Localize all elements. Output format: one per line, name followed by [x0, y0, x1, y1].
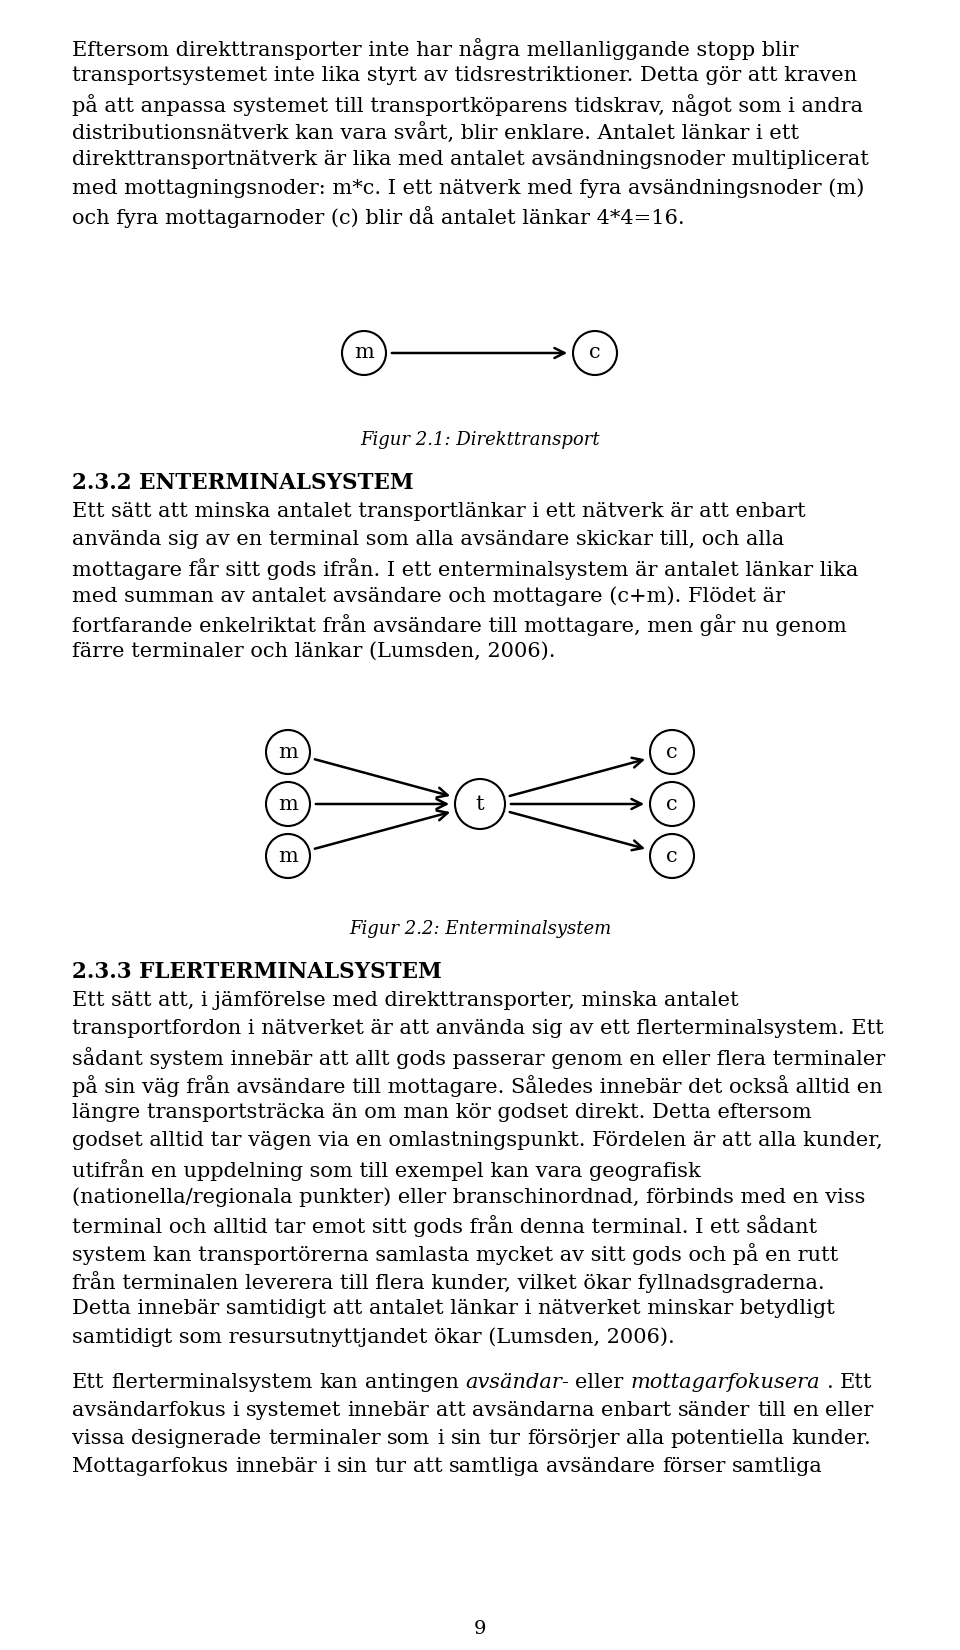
Text: alla: alla	[626, 1429, 664, 1449]
Text: direkttransportnätverk är lika med antalet avsändningsnoder multiplicerat: direkttransportnätverk är lika med antal…	[72, 150, 869, 168]
Text: potentiella: potentiella	[671, 1429, 784, 1449]
Text: eller: eller	[826, 1401, 874, 1421]
Text: Ett: Ett	[840, 1373, 873, 1393]
Text: innebär: innebär	[235, 1457, 317, 1477]
Text: m: m	[278, 846, 298, 866]
Text: transportsystemet inte lika styrt av tidsrestriktioner. Detta gör att kraven: transportsystemet inte lika styrt av tid…	[72, 66, 857, 86]
Text: systemet: systemet	[246, 1401, 341, 1421]
Text: designerade: designerade	[132, 1429, 261, 1449]
Text: 2.3.3 FLERTERMINALSYSTEM: 2.3.3 FLERTERMINALSYSTEM	[72, 960, 442, 983]
Text: sin: sin	[450, 1429, 482, 1449]
Text: i: i	[324, 1457, 330, 1477]
Text: på sin väg från avsändare till mottagare. Således innebär det också alltid en: på sin väg från avsändare till mottagare…	[72, 1076, 882, 1097]
Text: samtliga: samtliga	[732, 1457, 823, 1477]
Text: mottagare får sitt gods ifrån. I ett enterminalsystem är antalet länkar lika: mottagare får sitt gods ifrån. I ett ent…	[72, 558, 858, 581]
Text: terminal och alltid tar emot sitt gods från denna terminal. I ett sådant: terminal och alltid tar emot sitt gods f…	[72, 1214, 817, 1238]
Text: m: m	[278, 795, 298, 813]
Text: Figur 2.1: Direkttransport: Figur 2.1: Direkttransport	[360, 431, 600, 449]
Text: samtliga: samtliga	[449, 1457, 540, 1477]
Text: Ett sätt att, i jämförelse med direkttransporter, minska antalet: Ett sätt att, i jämförelse med direkttra…	[72, 992, 738, 1010]
Text: c: c	[666, 795, 678, 813]
Text: vissa: vissa	[72, 1429, 125, 1449]
Text: i: i	[232, 1401, 239, 1421]
Text: mottagarfokusera: mottagarfokusera	[631, 1373, 820, 1393]
Text: Mottagarfokus: Mottagarfokus	[72, 1457, 228, 1477]
Text: och fyra mottagarnoder (c) blir då antalet länkar 4*4=16.: och fyra mottagarnoder (c) blir då antal…	[72, 206, 684, 228]
Text: tur: tur	[488, 1429, 520, 1449]
Text: 2.3.2 ENTERMINALSYSTEM: 2.3.2 ENTERMINALSYSTEM	[72, 472, 414, 493]
Text: kunder.: kunder.	[791, 1429, 871, 1449]
Text: sin: sin	[337, 1457, 368, 1477]
Text: avsändar-: avsändar-	[465, 1373, 569, 1393]
Text: färre terminaler och länkar (Lumsden, 2006).: färre terminaler och länkar (Lumsden, 20…	[72, 642, 556, 662]
Text: .: .	[827, 1373, 833, 1393]
Text: Eftersom direkttransporter inte har några mellanliggande stopp blir: Eftersom direkttransporter inte har någr…	[72, 38, 799, 59]
Text: utifrån en uppdelning som till exempel kan vara geografisk: utifrån en uppdelning som till exempel k…	[72, 1158, 701, 1181]
Text: Ett sätt att minska antalet transportlänkar i ett nätverk är att enbart: Ett sätt att minska antalet transportlän…	[72, 502, 805, 521]
Text: transportfordon i nätverket är att använda sig av ett flerterminalsystem. Ett: transportfordon i nätverket är att använ…	[72, 1020, 884, 1038]
Text: distributionsnätverk kan vara svårt, blir enklare. Antalet länkar i ett: distributionsnätverk kan vara svårt, bli…	[72, 122, 799, 144]
Text: antingen: antingen	[365, 1373, 458, 1393]
Text: på att anpassa systemet till transportköparens tidskrav, något som i andra: på att anpassa systemet till transportkö…	[72, 94, 863, 116]
Text: (nationella/regionala punkter) eller branschinordnad, förbinds med en viss: (nationella/regionala punkter) eller bra…	[72, 1186, 865, 1206]
Text: från terminalen leverera till flera kunder, vilket ökar fyllnadsgraderna.: från terminalen leverera till flera kund…	[72, 1270, 825, 1294]
Text: avsändarna: avsändarna	[472, 1401, 595, 1421]
Text: avsändare: avsändare	[546, 1457, 656, 1477]
Text: terminaler: terminaler	[268, 1429, 381, 1449]
Text: flerterminalsystem: flerterminalsystem	[111, 1373, 313, 1393]
Text: fortfarande enkelriktat från avsändare till mottagare, men går nu genom: fortfarande enkelriktat från avsändare t…	[72, 614, 847, 635]
Text: att: att	[436, 1401, 466, 1421]
Text: att: att	[413, 1457, 443, 1477]
Text: försörjer: försörjer	[527, 1429, 619, 1449]
Text: avsändarfokus: avsändarfokus	[72, 1401, 226, 1421]
Text: enbart: enbart	[602, 1401, 672, 1421]
Text: c: c	[666, 742, 678, 762]
Text: m: m	[354, 343, 374, 363]
Text: längre transportsträcka än om man kör godset direkt. Detta eftersom: längre transportsträcka än om man kör go…	[72, 1102, 812, 1122]
Text: Detta innebär samtidigt att antalet länkar i nätverket minskar betydligt: Detta innebär samtidigt att antalet länk…	[72, 1299, 835, 1318]
Text: sådant system innebär att allt gods passerar genom en eller flera terminaler: sådant system innebär att allt gods pass…	[72, 1048, 885, 1069]
Text: i: i	[437, 1429, 444, 1449]
Text: med summan av antalet avsändare och mottagare (c+m). Flödet är: med summan av antalet avsändare och mott…	[72, 586, 785, 606]
Text: m: m	[278, 742, 298, 762]
Text: till: till	[757, 1401, 786, 1421]
Text: Ett: Ett	[72, 1373, 105, 1393]
Text: använda sig av en terminal som alla avsändare skickar till, och alla: använda sig av en terminal som alla avsä…	[72, 530, 784, 549]
Text: tur: tur	[374, 1457, 406, 1477]
Text: sänder: sänder	[679, 1401, 751, 1421]
Text: kan: kan	[320, 1373, 358, 1393]
Text: samtidigt som resursutnyttjandet ökar (Lumsden, 2006).: samtidigt som resursutnyttjandet ökar (L…	[72, 1327, 675, 1346]
Text: godset alltid tar vägen via en omlastningspunkt. Fördelen är att alla kunder,: godset alltid tar vägen via en omlastnin…	[72, 1130, 882, 1150]
Text: eller: eller	[575, 1373, 624, 1393]
Text: 9: 9	[473, 1620, 487, 1638]
Text: c: c	[589, 343, 601, 363]
Text: Figur 2.2: Enterminalsystem: Figur 2.2: Enterminalsystem	[348, 921, 612, 937]
Text: system kan transportörerna samlasta mycket av sitt gods och på en rutt: system kan transportörerna samlasta myck…	[72, 1242, 838, 1266]
Text: med mottagningsnoder: m*c. I ett nätverk med fyra avsändningsnoder (m): med mottagningsnoder: m*c. I ett nätverk…	[72, 178, 864, 198]
Text: c: c	[666, 846, 678, 866]
Text: förser: förser	[662, 1457, 726, 1477]
Text: en: en	[793, 1401, 819, 1421]
Text: som: som	[388, 1429, 430, 1449]
Text: t: t	[476, 795, 484, 813]
Text: innebär: innebär	[348, 1401, 429, 1421]
